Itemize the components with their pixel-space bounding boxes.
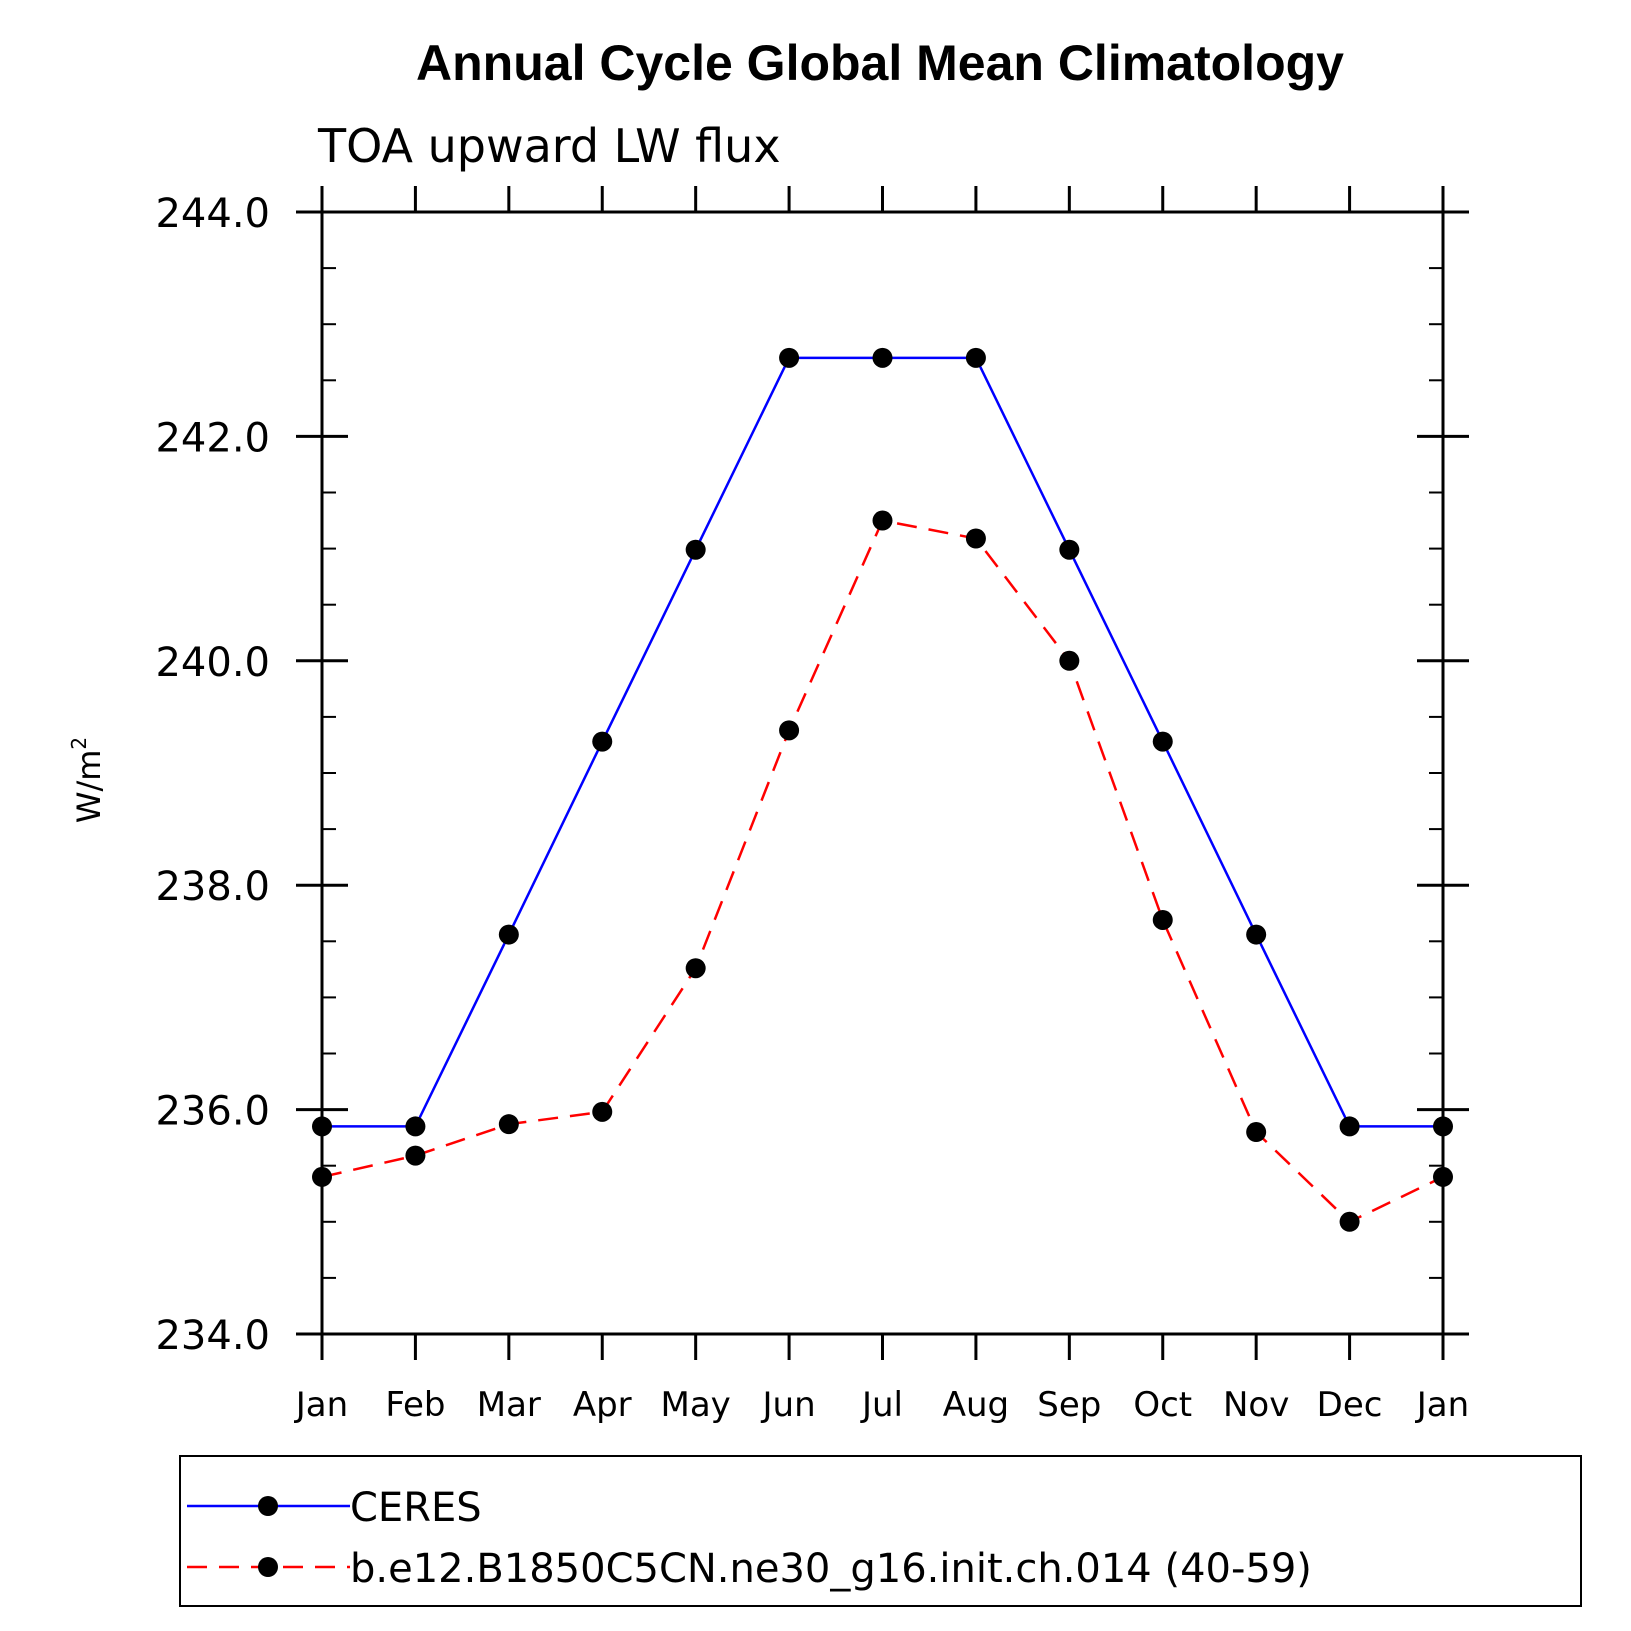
data-point: [405, 1116, 426, 1137]
data-point: [498, 1114, 519, 1135]
data-point: [779, 720, 800, 741]
data-point: [1246, 1122, 1267, 1143]
data-point: [1059, 539, 1080, 560]
data-point: [312, 1166, 332, 1187]
y-tick-label: 242.0: [155, 415, 270, 461]
data-point: [1339, 1116, 1360, 1137]
svg-text:W/m2: W/m2: [67, 737, 108, 823]
legend-box: [179, 1455, 1582, 1607]
x-tick-label: Jul: [860, 1385, 903, 1425]
x-tick-label: Feb: [385, 1385, 445, 1425]
x-tick-labels: Jan Feb Mar Apr May Jun Jul Aug Sep Oct Nov Dec Jan: [294, 1385, 1469, 1425]
data-point: [1152, 909, 1173, 930]
x-tick-label: Jan: [294, 1385, 348, 1425]
x-tick-label: Nov: [1223, 1385, 1289, 1425]
y-tick-label: 238.0: [155, 864, 270, 910]
data-point: [872, 510, 893, 531]
legend: CERES b.e12.B1850C5CN.ne30_g16.init.ch.01…: [179, 1455, 1582, 1607]
x-tick-label: Mar: [477, 1385, 541, 1425]
plot-series: [312, 347, 1453, 1232]
data-point: [685, 539, 706, 560]
x-tick-label: Jun: [761, 1385, 816, 1425]
chart-subtitle: TOA upward LW flux: [317, 119, 781, 173]
legend-label: b.e12.B1850C5CN.ne30_g16.init.ch.014 (40…: [350, 1546, 1312, 1592]
x-tick-label: Aug: [943, 1385, 1009, 1425]
x-tick-label: Oct: [1133, 1385, 1192, 1425]
plot-frame: [320, 210, 1445, 1336]
data-point: [592, 731, 613, 752]
y-axis-label-superscript: 2: [67, 737, 91, 750]
legend-label: CERES: [350, 1485, 482, 1531]
data-point: [685, 958, 706, 979]
data-point: [1152, 731, 1173, 752]
data-point: [312, 1116, 332, 1137]
data-point: [965, 347, 986, 368]
data-point: [592, 1101, 613, 1122]
y-tick-label: 240.0: [155, 640, 270, 686]
y-tick-label: 236.0: [155, 1089, 270, 1135]
y-axis-label: W/m2: [67, 737, 108, 823]
x-tick-label: May: [661, 1385, 731, 1425]
y-tick-label: 234.0: [155, 1313, 270, 1359]
x-tick-label: Dec: [1317, 1385, 1383, 1425]
y-tick-labels: 234.0 236.0 238.0 240.0 242.0 244.0: [155, 191, 270, 1359]
y-axis-label-text: W/m: [70, 750, 108, 824]
data-point: [1339, 1211, 1360, 1232]
series-line: [322, 356, 1443, 1128]
x-tick-label: Jan: [1415, 1385, 1469, 1425]
data-point: [965, 528, 986, 549]
data-point: [405, 1145, 426, 1166]
data-point: [1433, 1116, 1453, 1137]
x-tick-label: Apr: [573, 1385, 632, 1425]
data-point: [1059, 650, 1080, 671]
plot-axes: [296, 186, 1469, 1360]
data-point: [779, 347, 800, 368]
chart-title: Annual Cycle Global Mean Climatology: [416, 35, 1344, 91]
x-tick-label: Sep: [1037, 1385, 1101, 1425]
legend-entries: CERES b.e12.B1850C5CN.ne30_g16.init.ch.01…: [187, 1485, 1312, 1592]
data-point: [1433, 1166, 1453, 1187]
y-tick-label: 244.0: [155, 191, 270, 237]
legend-marker: [258, 1496, 278, 1516]
data-point: [872, 347, 893, 368]
data-point: [498, 924, 519, 945]
data-point: [1246, 924, 1267, 945]
series-line: [321, 519, 1444, 1224]
legend-marker: [258, 1557, 278, 1577]
